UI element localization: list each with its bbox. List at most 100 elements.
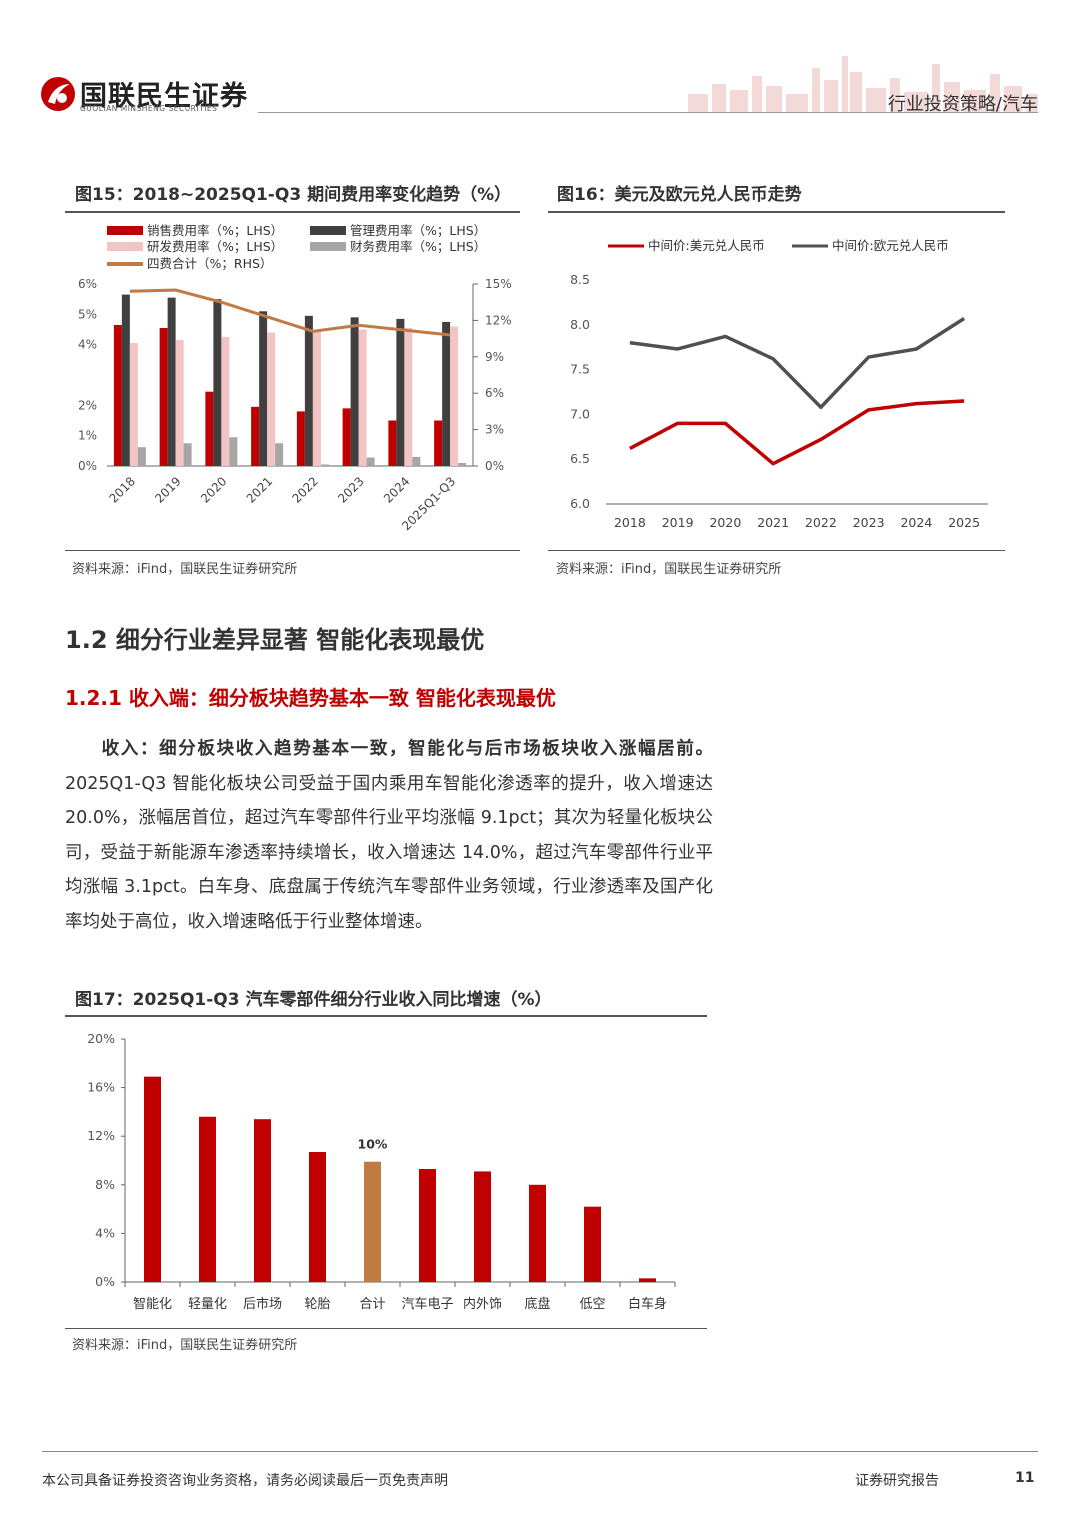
figure-source: 资料来源：iFind，国联民生证券研究所 <box>556 562 782 577</box>
bar <box>129 343 138 466</box>
bar <box>342 408 351 466</box>
bar <box>144 1076 161 1282</box>
x-tick-label: 2019 <box>152 474 183 505</box>
bar <box>213 299 222 466</box>
x-tick-label: 合计 <box>359 1297 385 1312</box>
legend-label: 中间价:美元兑人民币 <box>648 238 765 253</box>
x-tick-label: 内外饰 <box>463 1296 502 1312</box>
bar <box>364 1161 381 1282</box>
footer-report-type: 证券研究报告 <box>855 1473 939 1489</box>
bar <box>639 1278 656 1282</box>
bar <box>121 294 130 466</box>
y-tick-label: 8% <box>95 1177 115 1192</box>
chart-lines <box>629 317 966 466</box>
x-tick-label: 低空 <box>579 1297 605 1312</box>
y-tick-label: 12% <box>87 1128 115 1143</box>
bar <box>137 447 146 466</box>
figure-top-rule <box>65 1015 707 1017</box>
x-tick-label: 2021 <box>757 515 789 530</box>
fig17-chart: 0% 4% 8% 12% 16% 20% 智能化 轻量化 后市场 轮胎 合计 汽车电子 内外饰 底盘 低空 白… <box>87 1031 676 1312</box>
y-tick-left: 2% <box>78 398 97 412</box>
bar <box>309 1151 326 1282</box>
legend-label: 销售费用率（%；LHS） <box>147 223 283 238</box>
x-tick-label: 汽车电子 <box>401 1296 453 1312</box>
company-logo-icon <box>41 77 75 111</box>
bar <box>275 443 284 466</box>
x-tick-label: 2018 <box>614 515 646 530</box>
report-section-label: 行业投资策略/汽车 <box>887 94 1038 115</box>
y-tick-label: 7.0 <box>570 406 590 421</box>
legend-swatch <box>310 242 346 251</box>
x-tick-label: 2025 <box>948 515 980 530</box>
bar <box>175 340 184 466</box>
legend-swatch <box>107 262 143 266</box>
bar <box>251 406 260 466</box>
figure-title: 图17：2025Q1-Q3 汽车零部件细分行业收入同比增速（%） <box>75 990 552 1010</box>
bar <box>442 321 451 466</box>
bar <box>350 317 359 466</box>
figure-source: 资料来源：iFind，国联民生证券研究所 <box>72 1338 298 1353</box>
legend-label: 四费合计（%；RHS） <box>147 256 272 271</box>
y-tick-left: 4% <box>78 338 97 352</box>
footer-disclaimer: 本公司具备证券投资咨询业务资格，请务必阅读最后一页免责声明 <box>42 1473 448 1489</box>
figure-source: 资料来源：iFind，国联民生证券研究所 <box>72 562 298 577</box>
x-tick-label: 2021 <box>244 474 275 505</box>
figure-title: 图16：美元及欧元兑人民币走势 <box>557 185 802 205</box>
bar <box>199 1116 216 1282</box>
x-tick-label: 2023 <box>335 474 366 505</box>
bar <box>458 462 467 466</box>
data-label: 10% <box>358 1137 388 1152</box>
legend-swatch <box>107 226 143 235</box>
bar <box>396 318 405 466</box>
chart-bars <box>113 294 467 466</box>
bar <box>304 315 313 466</box>
bar <box>296 411 305 466</box>
header-divider <box>258 112 1038 113</box>
bar <box>312 331 321 466</box>
y-tick-right: 0% <box>485 459 504 473</box>
bar <box>259 311 268 466</box>
x-tick-label: 2018 <box>106 474 137 505</box>
y-tick-label: 4% <box>95 1225 115 1240</box>
bar <box>474 1171 491 1282</box>
series-line <box>129 288 451 337</box>
bar <box>366 457 375 466</box>
company-name-en: GUOLIAN MINSHENG SECURITIES <box>80 104 218 113</box>
chart-bars: 10% <box>144 1076 656 1282</box>
x-tick-label: 2019 <box>662 515 694 530</box>
figure-bottom-rule <box>65 550 520 551</box>
legend-label: 管理费用率（%；LHS） <box>350 223 486 238</box>
legend-swatch <box>310 226 346 235</box>
x-tick-label: 2022 <box>289 474 320 505</box>
bar <box>450 326 459 466</box>
section-heading: 1.2 细分行业差异显著 智能化表现最优 <box>65 626 485 654</box>
bar <box>388 420 397 466</box>
bar <box>320 464 329 466</box>
x-tick-label: 后市场 <box>243 1296 282 1312</box>
subsection-heading: 1.2.1 收入端：细分板块趋势基本一致 智能化表现最优 <box>65 686 556 710</box>
bar <box>434 420 443 466</box>
legend-label: 中间价:欧元兑人民币 <box>832 238 949 253</box>
figure-bottom-rule <box>548 550 1005 551</box>
chart-axes: 0% 4% 8% 12% 16% 20% 智能化 轻量化 后市场 轮胎 合计 汽车电子 内外饰 底盘 低空 白… <box>87 1031 676 1312</box>
chart-line <box>129 288 451 337</box>
bar <box>221 337 230 466</box>
x-tick-label: 白车身 <box>628 1296 667 1312</box>
bar <box>254 1119 271 1282</box>
x-tick-label: 2020 <box>198 474 229 505</box>
bar <box>159 327 168 466</box>
bar <box>229 437 238 466</box>
y-tick-left: 1% <box>78 429 97 443</box>
bar <box>113 324 122 466</box>
y-tick-label: 16% <box>87 1080 115 1095</box>
y-tick-label: 6.5 <box>570 451 590 466</box>
figure-top-rule <box>65 211 520 213</box>
legend-label: 研发费用率（%；LHS） <box>147 239 283 254</box>
y-tick-right: 6% <box>485 386 504 400</box>
y-tick-label: 8.0 <box>570 317 590 332</box>
bar <box>412 456 421 466</box>
bar <box>267 332 276 466</box>
y-tick-label: 8.5 <box>570 272 590 287</box>
legend-label: 财务费用率（%；LHS） <box>350 239 486 254</box>
bar <box>404 327 413 466</box>
